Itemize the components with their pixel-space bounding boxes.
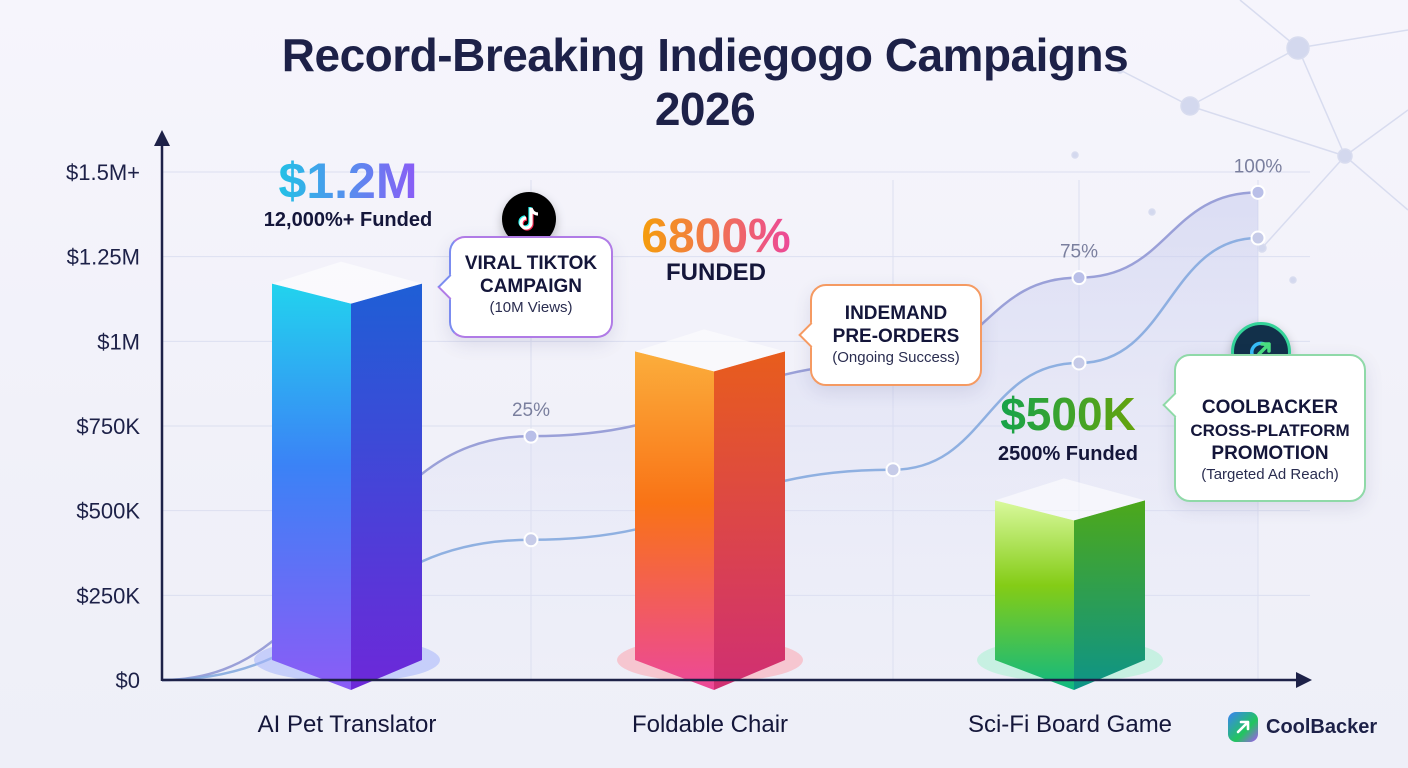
bar-front-face bbox=[272, 283, 351, 690]
y-tick-label: $500K bbox=[76, 499, 140, 524]
tiktok-callout-line1: VIRAL TIKTOK bbox=[464, 253, 598, 274]
bar-front-face bbox=[635, 351, 714, 690]
tiktok-callout-line2: CAMPAIGN bbox=[479, 276, 583, 297]
bar-side-face bbox=[351, 283, 422, 690]
y-tick-label: $1.25M bbox=[67, 245, 140, 270]
y-tick-label: $750K bbox=[76, 414, 140, 439]
y-tick-labels: $0 $250K $500K $750K $1M $1.25M $1.5M+ bbox=[66, 160, 140, 693]
x-axis-arrow bbox=[1296, 672, 1312, 688]
y-axis-arrow bbox=[154, 130, 170, 146]
bar-front-face bbox=[995, 500, 1074, 690]
bars bbox=[254, 261, 1163, 690]
bar-top-face bbox=[995, 478, 1145, 521]
secondary-point bbox=[523, 532, 539, 548]
x-category-labels: AI Pet Translator Foldable Chair Sci-Fi Bo… bbox=[258, 711, 1172, 738]
bar-side-face bbox=[1074, 500, 1145, 690]
coolbacker-callout: COOLBACKER CROSS-PLATFORM PROMOTION (Tar… bbox=[1174, 354, 1366, 502]
progress-point-label: 25% bbox=[512, 400, 550, 421]
bar-2 bbox=[617, 329, 803, 690]
coolbacker-callout-line2: CROSS-PLATFORM bbox=[1190, 421, 1350, 440]
bar-sub-label: FUNDED bbox=[666, 259, 766, 286]
indemand-callout: INDEMAND PRE-ORDERS (Ongoing Success) bbox=[810, 284, 982, 386]
coolbacker-callout-line3: PROMOTION bbox=[1211, 443, 1329, 464]
y-tick-label: $1M bbox=[97, 329, 140, 354]
progress-point bbox=[1071, 270, 1087, 286]
bar-3 bbox=[977, 478, 1163, 690]
indemand-callout-line2: PRE-ORDERS bbox=[832, 326, 960, 347]
bar-value-label: 6800% bbox=[641, 210, 790, 263]
indemand-callout-line1: INDEMAND bbox=[844, 303, 948, 324]
secondary-point bbox=[1071, 355, 1087, 371]
coolbacker-callout-line1: COOLBACKER bbox=[1201, 397, 1339, 418]
coolbacker-logo-icon bbox=[1228, 712, 1258, 742]
tiktok-callout: VIRAL TIKTOK CAMPAIGN (10M Views) bbox=[449, 236, 613, 338]
y-tick-label: $250K bbox=[76, 583, 140, 608]
bar-value-label: $500K bbox=[1000, 388, 1136, 440]
coolbacker-logo-text: CoolBacker bbox=[1266, 715, 1378, 738]
bar-sub-label: 2500% Funded bbox=[998, 443, 1138, 465]
y-tick-label: $1.5M+ bbox=[66, 160, 140, 185]
secondary-point bbox=[885, 462, 901, 478]
tiktok-callout-line3: (10M Views) bbox=[489, 299, 573, 316]
progress-point-label: 100% bbox=[1234, 156, 1283, 177]
progress-point bbox=[523, 428, 539, 444]
bar-value-label: $1.2M bbox=[279, 153, 418, 209]
y-tick-label: $0 bbox=[116, 668, 140, 693]
coolbacker-logo: CoolBacker bbox=[1228, 712, 1377, 742]
bar-1 bbox=[254, 261, 440, 690]
bar-sub-label: 12,000%+ Funded bbox=[264, 209, 432, 231]
indemand-callout-line3: (Ongoing Success) bbox=[832, 349, 960, 366]
x-category-label: Foldable Chair bbox=[632, 711, 788, 738]
coolbacker-callout-line4: (Targeted Ad Reach) bbox=[1201, 466, 1339, 483]
x-category-label: Sci-Fi Board Game bbox=[968, 711, 1172, 738]
bar-side-face bbox=[714, 351, 785, 690]
decorative-network bbox=[1071, 0, 1408, 284]
axes bbox=[154, 130, 1312, 688]
bar-top-face bbox=[272, 261, 422, 304]
secondary-point bbox=[1250, 230, 1266, 246]
progress-point bbox=[1250, 184, 1266, 200]
chart-title: Record-Breaking Indiegogo Campaigns 2026 bbox=[281, 29, 1129, 135]
bar-top-face bbox=[635, 329, 785, 372]
x-category-label: AI Pet Translator bbox=[258, 711, 437, 738]
progress-point-label: 75% bbox=[1060, 242, 1098, 263]
